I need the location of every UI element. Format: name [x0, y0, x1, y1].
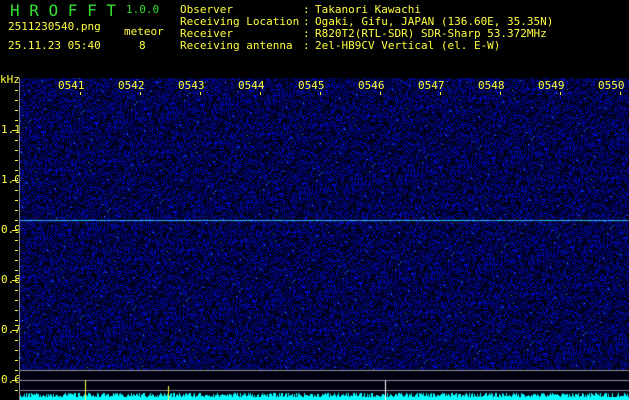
x-tick-label: 0547	[418, 79, 445, 92]
x-tick-label: 0549	[538, 79, 565, 92]
y-tick	[15, 290, 18, 291]
info-value: 2el-HB9CV Vertical (el. E-W)	[315, 39, 501, 52]
x-tick-label: 0543	[178, 79, 205, 92]
x-tick-label: 0546	[358, 79, 385, 92]
x-tick-label: 0550	[598, 79, 625, 92]
y-tick	[15, 310, 18, 311]
y-tick	[12, 130, 18, 131]
info-label: Receiving Location	[180, 15, 300, 28]
y-tick	[15, 90, 18, 91]
info-label: Observer	[180, 3, 233, 16]
x-tick	[320, 92, 321, 95]
y-tick	[15, 200, 18, 201]
y-tick-label: 1.0	[1, 173, 21, 186]
y-tick-label: 1.1	[1, 123, 21, 136]
y-tick	[15, 160, 18, 161]
x-tick	[500, 92, 501, 95]
y-tick-label: 0.6	[1, 373, 21, 386]
x-tick-label: 0548	[478, 79, 505, 92]
y-tick	[15, 320, 18, 321]
y-tick	[15, 210, 18, 211]
app-version: 1.0.0	[126, 3, 160, 16]
x-tick	[200, 92, 201, 95]
y-tick	[12, 330, 18, 331]
y-tick	[12, 180, 18, 181]
x-tick	[440, 92, 441, 95]
y-tick	[15, 170, 18, 171]
x-tick-label: 0542	[118, 79, 145, 92]
info-label: Receiver	[180, 27, 233, 40]
y-tick	[15, 110, 18, 111]
info-value: R820T2(RTL-SDR) SDR-Sharp 53.372MHz	[315, 27, 547, 40]
info-value: Takanori Kawachi	[315, 3, 421, 16]
y-tick	[15, 250, 18, 251]
y-tick	[15, 220, 18, 221]
y-axis-label: kHz	[0, 73, 20, 86]
y-tick	[15, 390, 18, 391]
y-tick	[12, 280, 18, 281]
x-tick	[560, 92, 561, 95]
meteor-label: meteor	[124, 25, 164, 38]
y-tick	[15, 120, 18, 121]
y-tick	[15, 360, 18, 361]
meteor-count: 8	[139, 39, 146, 52]
x-tick-label: 0544	[238, 79, 265, 92]
file-datetime: 25.11.23 05:40	[8, 39, 101, 52]
y-tick	[15, 370, 18, 371]
y-tick	[15, 300, 18, 301]
y-tick	[15, 340, 18, 341]
x-tick-label: 0541	[58, 79, 85, 92]
info-colon: :	[303, 15, 310, 28]
info-colon: :	[303, 3, 310, 16]
y-tick	[15, 270, 18, 271]
y-axis-line	[19, 78, 20, 400]
y-tick-label: 0.9	[1, 223, 21, 236]
info-colon: :	[303, 27, 310, 40]
info-value: Ogaki, Gifu, JAPAN (136.60E, 35.35N)	[315, 15, 554, 28]
y-tick	[15, 190, 18, 191]
y-tick	[15, 150, 18, 151]
x-tick-label: 0545	[298, 79, 325, 92]
y-tick-label: 0.8	[1, 273, 21, 286]
y-tick	[15, 350, 18, 351]
x-tick	[140, 92, 141, 95]
app-title: H R O F F T	[10, 1, 116, 20]
info-label: Receiving antenna	[180, 39, 293, 52]
spectrogram	[20, 78, 629, 400]
info-colon: :	[303, 39, 310, 52]
y-tick	[15, 100, 18, 101]
x-tick	[80, 92, 81, 95]
y-tick	[12, 380, 18, 381]
y-tick	[12, 230, 18, 231]
y-tick	[15, 260, 18, 261]
x-tick	[380, 92, 381, 95]
file-name: 2511230540.png	[8, 20, 101, 33]
y-tick-label: 0.7	[1, 323, 21, 336]
x-tick	[620, 92, 621, 95]
y-tick	[15, 240, 18, 241]
x-tick	[260, 92, 261, 95]
y-tick	[15, 140, 18, 141]
